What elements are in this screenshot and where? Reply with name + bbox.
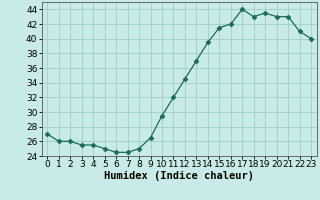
X-axis label: Humidex (Indice chaleur): Humidex (Indice chaleur) (104, 171, 254, 181)
